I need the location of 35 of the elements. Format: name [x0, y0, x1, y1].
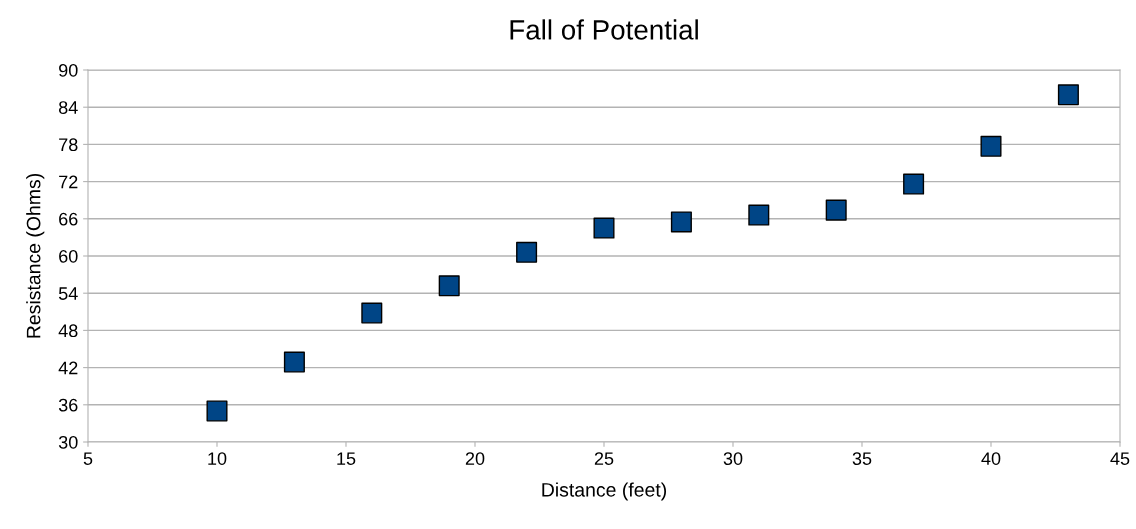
point	[516, 241, 538, 263]
x-tick-label: 25	[594, 452, 614, 465]
x-tick-label: 15	[337, 452, 356, 465]
point	[825, 199, 847, 221]
point	[206, 400, 228, 422]
y-tick-label: 42	[58, 361, 78, 375]
point	[438, 275, 460, 297]
y-tick-label: 54	[58, 287, 78, 300]
y-tick-label: 66	[59, 212, 78, 226]
y-tick-label: 84	[58, 101, 78, 114]
y-axis-title: Resistance (Ohms)	[26, 174, 45, 338]
y-tick-label: 36	[58, 398, 78, 412]
x-tick-label: 45	[1110, 452, 1130, 465]
x-axis-title: Distance (feet)	[542, 482, 667, 501]
y-tick-label: 48	[58, 324, 78, 338]
x-tick-label: 10	[208, 452, 227, 465]
point	[748, 204, 770, 226]
chart-title: Fall of Potential	[510, 19, 698, 40]
point	[593, 217, 615, 239]
y-tick-label: 60	[59, 249, 78, 263]
y-tick-label: 90	[59, 63, 78, 77]
point	[903, 173, 925, 195]
y-tick-label: 72	[59, 175, 78, 189]
x-tick-label: 40	[981, 452, 1001, 465]
x-tick-label: 30	[723, 452, 743, 465]
x-tick-label: 20	[465, 452, 485, 465]
point	[1057, 84, 1079, 106]
point	[361, 302, 383, 324]
x-tick-label: 35	[852, 452, 872, 465]
point	[283, 351, 305, 373]
x-tick-label: 5	[83, 452, 93, 465]
y-tick-label: 30	[58, 435, 78, 449]
point	[980, 135, 1002, 157]
y-tick-label: 78	[59, 138, 78, 152]
point	[670, 211, 692, 233]
